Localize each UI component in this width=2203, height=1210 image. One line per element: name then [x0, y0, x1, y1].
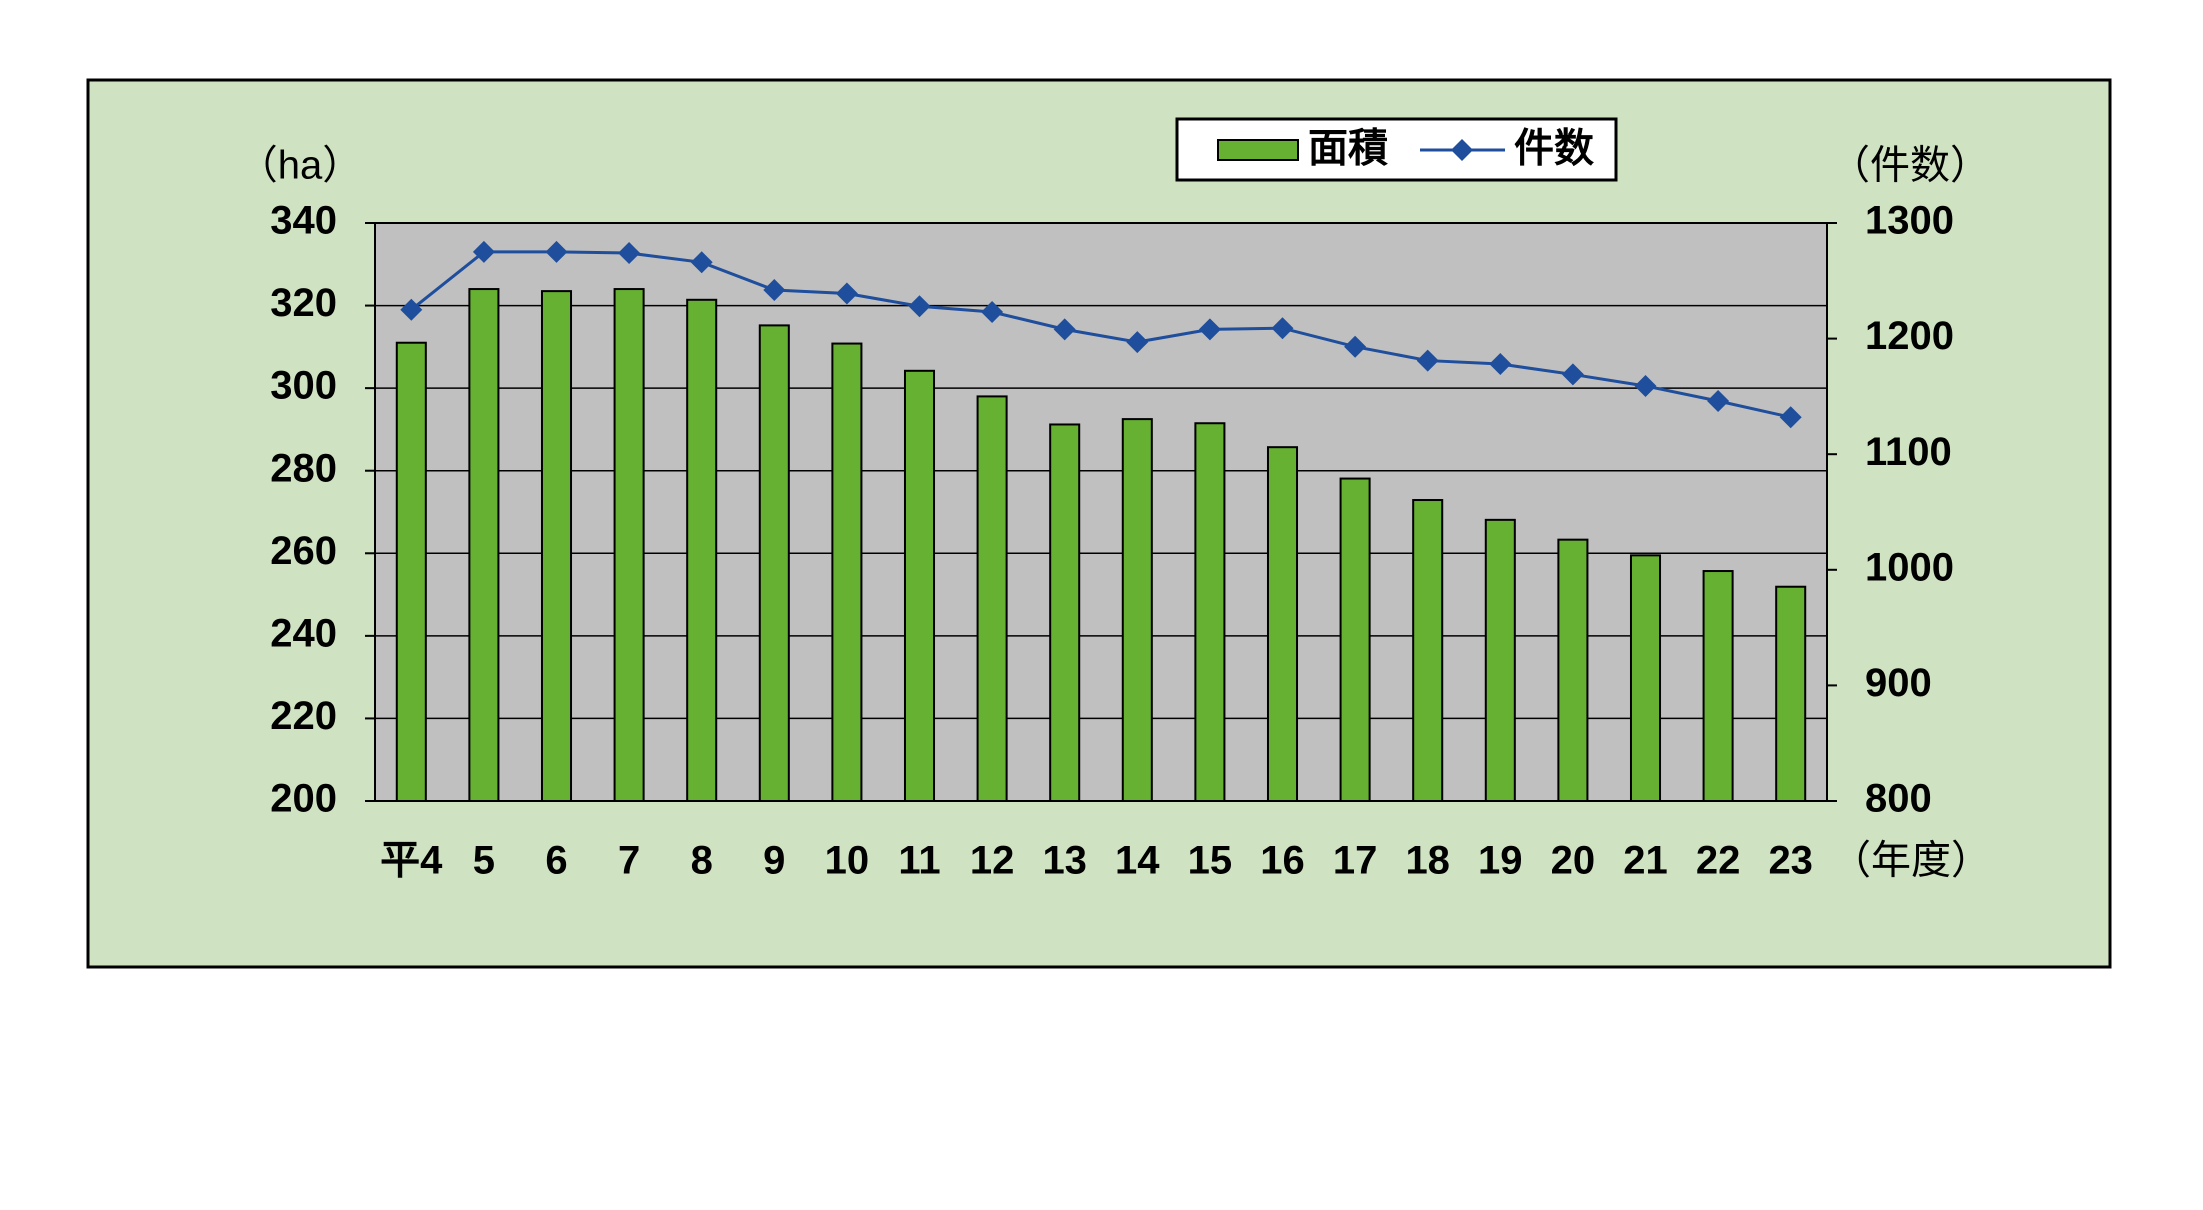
- x-unit-label: （年度）: [1831, 839, 1991, 883]
- bar: [1266, 446, 1299, 802]
- bar: [1121, 418, 1153, 802]
- marker: [1634, 374, 1657, 397]
- bar: [758, 324, 790, 802]
- legend-label: 面積: [1308, 127, 1388, 171]
- y2-tick-label: 1300: [1865, 199, 1954, 243]
- y-tick-label: 280: [270, 446, 337, 490]
- marker: [981, 301, 1004, 324]
- marker: [1489, 353, 1512, 376]
- x-tick-label: 5: [473, 839, 495, 883]
- bar: [1702, 570, 1734, 802]
- x-tick-label: 9: [763, 839, 785, 883]
- bar: [1629, 554, 1662, 802]
- x-tick-label: 6: [545, 839, 567, 883]
- y-tick-label: 260: [270, 529, 337, 573]
- bar: [976, 395, 1008, 802]
- bar: [540, 290, 573, 802]
- bar: [1484, 518, 1516, 802]
- y2-tick-label: 800: [1865, 777, 1932, 821]
- x-tick-label: 22: [1696, 839, 1741, 883]
- marker: [908, 295, 931, 318]
- x-tick-label: 13: [1042, 839, 1087, 883]
- y-tick-label: 300: [270, 364, 337, 408]
- marker: [1779, 406, 1802, 429]
- x-tick-label: 8: [691, 839, 713, 883]
- bar: [1049, 423, 1081, 802]
- x-tick-label: 16: [1260, 839, 1305, 883]
- marker: [472, 240, 495, 263]
- bar: [831, 342, 863, 802]
- x-tick-label: 11: [898, 839, 940, 883]
- x-tick-label: 19: [1478, 839, 1523, 883]
- marker: [1271, 317, 1294, 340]
- bar: [1412, 499, 1444, 802]
- marker: [400, 298, 423, 321]
- y2-tick-label: 1000: [1865, 545, 1954, 589]
- y2-tick-label: 1100: [1865, 430, 1952, 474]
- line: [410, 250, 1792, 419]
- y-tick-label: 220: [270, 694, 337, 738]
- marker: [545, 240, 568, 263]
- bar: [686, 298, 718, 802]
- bar: [1557, 538, 1589, 802]
- marker: [1707, 390, 1730, 413]
- y-tick-label: 240: [270, 611, 337, 655]
- x-tick-label: 平4: [380, 839, 443, 883]
- plot-area: [374, 222, 1828, 802]
- x-tick-label: 18: [1405, 839, 1450, 883]
- y2-tick-label: 900: [1865, 661, 1932, 705]
- y-tick-label: 320: [270, 281, 337, 325]
- x-tick-label: 23: [1768, 839, 1813, 883]
- marker: [1561, 363, 1584, 386]
- x-tick-label: 15: [1188, 839, 1233, 883]
- marker: [835, 282, 858, 305]
- legend-marker: [1451, 139, 1473, 161]
- marker: [1053, 318, 1076, 341]
- bar: [613, 288, 645, 802]
- marker: [1344, 335, 1367, 358]
- y-axis-label: （ha）: [238, 144, 363, 188]
- bar: [903, 369, 936, 802]
- legend-swatch: [1217, 139, 1299, 161]
- x-tick-label: 14: [1115, 839, 1160, 883]
- x-tick-label: 17: [1333, 839, 1378, 883]
- y2-axis-label: （件数）: [1830, 144, 1990, 188]
- marker: [1126, 331, 1149, 354]
- bar: [1775, 585, 1807, 803]
- y2-tick-label: 1200: [1865, 314, 1954, 358]
- y-tick-label: 200: [270, 777, 337, 821]
- x-tick-label: 12: [970, 839, 1015, 883]
- legend-label: 件数: [1514, 127, 1594, 171]
- bar: [1194, 422, 1226, 802]
- y-tick-label: 340: [270, 199, 337, 243]
- x-tick-label: 7: [618, 839, 640, 883]
- marker: [1416, 349, 1439, 372]
- x-tick-label: 10: [825, 839, 870, 883]
- bar: [1339, 477, 1371, 802]
- marker: [763, 279, 786, 302]
- bar: [468, 288, 500, 802]
- marker: [690, 251, 713, 274]
- bar: [395, 341, 427, 802]
- x-tick-label: 21: [1623, 839, 1668, 883]
- marker: [1198, 318, 1221, 341]
- x-tick-label: 20: [1551, 839, 1596, 883]
- marker: [618, 242, 641, 265]
